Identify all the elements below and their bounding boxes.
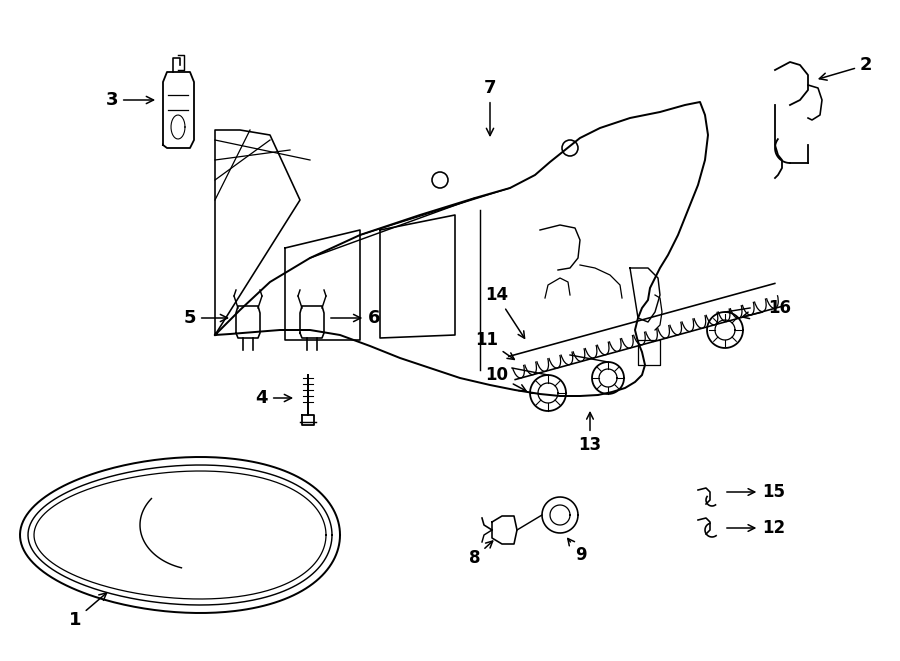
Text: 11: 11: [475, 331, 514, 360]
Text: 8: 8: [469, 541, 492, 567]
Text: 16: 16: [742, 299, 791, 319]
Text: 1: 1: [68, 593, 106, 629]
Text: 5: 5: [184, 309, 228, 327]
Text: 14: 14: [485, 286, 525, 338]
Text: 12: 12: [727, 519, 785, 537]
Text: 7: 7: [484, 79, 496, 136]
Text: 6: 6: [331, 309, 381, 327]
Text: 2: 2: [819, 56, 872, 80]
Text: 4: 4: [256, 389, 292, 407]
Text: 9: 9: [568, 539, 587, 564]
Text: 15: 15: [727, 483, 785, 501]
Text: 3: 3: [105, 91, 154, 109]
Text: 13: 13: [579, 412, 601, 454]
Text: 10: 10: [485, 366, 526, 391]
